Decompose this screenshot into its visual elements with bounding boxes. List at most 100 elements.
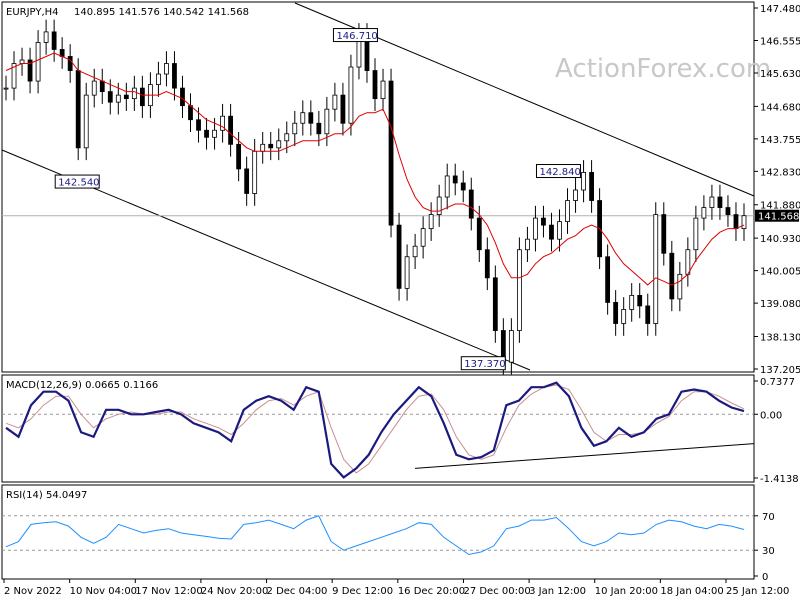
price-y-tick-label: 145.630 [760,69,800,80]
price-candle-body [284,133,290,142]
price-candle-body [637,294,643,307]
rsi-line [5,515,745,556]
price-candle-body [525,238,530,251]
price-candle-body [236,143,242,170]
price-candle-body [115,94,121,103]
price-candle-body [388,80,394,226]
price-annotation-box [535,164,581,179]
rsi-y-tick-label: 0 [762,572,768,583]
x-tick-label: 18 Jan 04:00 [660,586,723,597]
price-candle-body [452,175,458,184]
price-y-tick-label: 144.680 [760,102,800,113]
price-candle-body [621,309,627,324]
macd-y-tick-label: 0.00 [760,410,782,421]
price-candle-body [324,108,330,135]
price-candle-body [573,189,578,201]
price-candle-body [180,87,185,107]
price-candle-body [123,94,129,100]
moving-average-line [5,52,745,286]
macd-y-tick-label: 0.7377 [760,377,795,388]
price-candle-body [75,70,81,149]
price-candle-body [629,294,635,310]
price-candle-body [581,172,586,191]
price-candle-body [709,196,715,208]
price-annotation-label: 146.710 [336,31,377,42]
axis-layer: 147.480 146.555 145.630 144.680 143.755 142.8… [3,4,800,597]
x-tick-label: 17 Nov 12:00 [135,586,202,597]
price-candle-body [212,129,217,138]
price-candle-body [677,273,683,300]
price-candle-body [733,214,739,230]
price-y-tick-label: 146.555 [760,36,800,47]
rsi-header: RSI(14) 54.0497 [6,490,87,501]
macd-trendline [414,443,755,469]
price-candle-body [613,302,619,324]
price-candle-body [276,140,282,149]
price-candle-body [701,207,707,219]
macd-layer [2,381,755,479]
price-candle-body [372,70,378,100]
rsi-layer [2,515,754,556]
price-y-tick-label: 137.205 [760,365,800,376]
price-candle-body [260,143,266,152]
price-y-tick-label: 140.930 [760,234,800,245]
price-y-tick-label: 142.830 [760,167,800,178]
price-candle-body [605,256,611,303]
price-y-tick-label: 143.755 [760,135,800,146]
price-header: EURJPY,H4 140.895 141.576 140.542 141.56… [6,7,249,18]
price-candle-body [645,305,651,324]
price-candle-body [589,172,594,201]
price-candle-body [196,119,201,131]
price-candle-body [412,245,418,258]
price-candle-body [420,228,426,247]
price-candle-body [131,87,137,100]
price-candle-body [348,66,354,124]
price-candle-body [300,112,306,124]
price-candle-body [484,249,490,279]
price-candle-body [164,63,169,75]
x-tick-label: 2 Nov 2022 [4,586,62,597]
price-candle-body [444,175,450,198]
price-candle-body [3,87,9,90]
x-tick-label: 10 Nov 04:00 [70,586,137,597]
price-candle-body [428,214,434,230]
price-candle-body [11,63,17,89]
price-candle-body [436,196,442,215]
price-candle-body [492,277,498,331]
price-candle-body [188,105,193,121]
price-pane-frame [1,1,755,373]
macd-pane-frame [1,374,755,483]
price-candle-body [27,59,33,82]
price-candle-body [404,256,410,289]
watermark: ActionForex.com [555,54,771,84]
price-candle-body [396,224,402,289]
price-candle-body [99,80,105,93]
price-y-tick-label: 139.080 [760,299,800,310]
price-candle-body [107,91,113,103]
x-tick-label: 3 Jan 12:00 [529,586,586,597]
rsi-y-tick-label: 70 [762,512,775,523]
price-layer: 146.710 142.540 142.840 137.370 [1,2,755,375]
price-candle-body [653,214,659,324]
price-y-tick-label: 147.480 [760,4,800,15]
rsi-y-tick-label: 30 [762,546,775,557]
price-candle-body [685,249,691,275]
price-candle-body [83,94,89,149]
x-tick-label: 9 Dec 12:00 [332,586,393,597]
price-candle-body [549,224,554,240]
price-candle-body [252,150,258,194]
price-candle-body [316,122,322,135]
x-tick-label: 27 Dec 00:00 [463,586,530,597]
price-y-tick-label: 140.005 [760,267,800,278]
price-candle-body [460,182,466,191]
price-candle-body [332,94,338,110]
price-candle-body [693,217,699,251]
price-candle-body [156,73,161,85]
price-y-tick-label: 138.130 [760,333,800,344]
price-candle-body [340,94,346,124]
price-annotation-box [460,356,506,371]
price-candle-body [476,217,482,251]
price-candle-body [468,189,474,219]
x-tick-label: 16 Dec 20:00 [398,586,465,597]
